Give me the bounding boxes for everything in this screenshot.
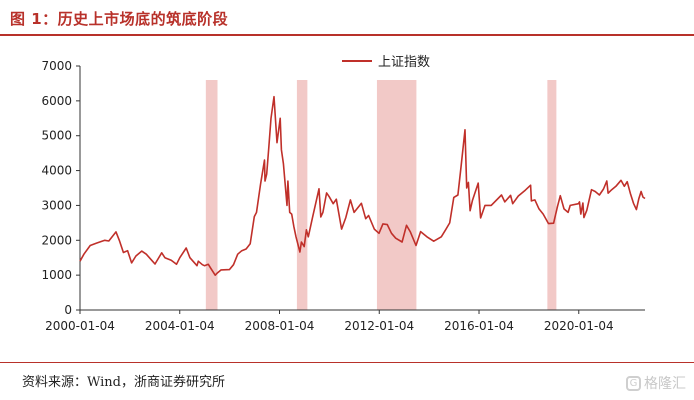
legend: 上证指数 <box>342 55 430 70</box>
figure-title: 图 1：历史上市场底的筑底阶段 <box>10 10 229 28</box>
watermark: G 格隆汇 <box>626 373 686 393</box>
line-chart: 0 1000 2000 3000 4000 5000 6000 7000 2000-01-04 2… <box>41 55 646 333</box>
y-tick-label: 4000 <box>41 164 72 178</box>
gelonghui-logo-icon: G <box>626 375 641 391</box>
chart-area: 0 1000 2000 3000 4000 5000 6000 7000 2000-01-04 2… <box>0 40 694 360</box>
x-tick-label: 2008-01-04 <box>245 319 315 333</box>
watermark-text: 格隆汇 <box>644 376 686 392</box>
series-layer <box>79 95 646 276</box>
y-tick-label: 2000 <box>41 233 72 247</box>
y-tick-label: 3000 <box>41 198 72 212</box>
y-tick-label: 5000 <box>41 129 72 143</box>
figure-header: 图 1：历史上市场底的筑底阶段 <box>0 0 694 36</box>
y-tick-label: 0 <box>64 303 72 317</box>
shaded-period <box>205 80 218 310</box>
x-tick-label: 2000-01-04 <box>45 319 115 333</box>
title-divider <box>0 34 694 36</box>
shaded-period <box>547 80 557 310</box>
series-line <box>79 95 646 276</box>
axes: 0 1000 2000 3000 4000 5000 6000 7000 2000-01-04 2… <box>41 59 645 333</box>
shaded-periods <box>205 80 557 310</box>
x-tick-label: 2004-01-04 <box>145 319 215 333</box>
x-tick-label: 2016-01-04 <box>444 319 514 333</box>
shaded-period <box>376 80 417 310</box>
shaded-period <box>296 80 308 310</box>
source-divider <box>0 362 694 363</box>
x-tick-label: 2012-01-04 <box>344 319 414 333</box>
legend-label: 上证指数 <box>378 55 430 70</box>
y-tick-label: 6000 <box>41 94 72 108</box>
x-tick-label: 2020-01-04 <box>544 319 614 333</box>
source-note: 资料来源：Wind，浙商证券研究所 <box>22 375 225 390</box>
y-tick-label: 1000 <box>41 268 72 282</box>
y-tick-label: 7000 <box>41 59 72 73</box>
